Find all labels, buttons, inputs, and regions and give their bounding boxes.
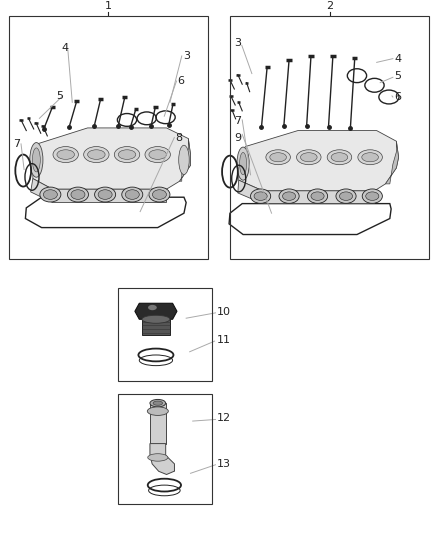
Ellipse shape (237, 147, 249, 180)
Text: 2: 2 (326, 1, 333, 11)
Ellipse shape (254, 192, 267, 200)
Ellipse shape (145, 147, 170, 163)
Ellipse shape (327, 150, 352, 165)
Text: 3: 3 (234, 38, 241, 47)
Ellipse shape (300, 152, 317, 162)
Polygon shape (150, 443, 174, 474)
Text: 10: 10 (217, 307, 231, 317)
Ellipse shape (266, 150, 290, 165)
Ellipse shape (366, 192, 379, 200)
Ellipse shape (149, 187, 170, 202)
Polygon shape (31, 179, 166, 203)
Text: 5: 5 (56, 91, 63, 101)
Bar (118, 394, 212, 504)
Ellipse shape (32, 148, 40, 172)
Polygon shape (33, 128, 191, 189)
Ellipse shape (153, 401, 162, 405)
Text: 4: 4 (61, 43, 68, 53)
Ellipse shape (297, 150, 321, 165)
Ellipse shape (95, 187, 116, 202)
Text: 13: 13 (217, 459, 231, 469)
Ellipse shape (114, 147, 140, 163)
Text: 1: 1 (105, 1, 112, 11)
Ellipse shape (88, 150, 105, 159)
Polygon shape (238, 180, 374, 204)
Ellipse shape (122, 187, 143, 202)
Polygon shape (239, 131, 399, 191)
Ellipse shape (125, 190, 139, 199)
Polygon shape (385, 141, 399, 184)
Text: 8: 8 (175, 133, 182, 142)
Polygon shape (135, 303, 177, 319)
Ellipse shape (40, 187, 61, 202)
Ellipse shape (336, 189, 356, 204)
Bar (150, 403, 166, 443)
Ellipse shape (362, 189, 382, 204)
Text: 7: 7 (13, 139, 20, 149)
Text: 11: 11 (217, 335, 231, 345)
Ellipse shape (251, 189, 271, 204)
Ellipse shape (270, 152, 286, 162)
Bar (230, 16, 429, 259)
Ellipse shape (339, 192, 353, 200)
Ellipse shape (57, 150, 74, 159)
Bar (142, 319, 170, 335)
Ellipse shape (71, 190, 85, 199)
Text: 7: 7 (234, 116, 241, 126)
Ellipse shape (358, 150, 382, 165)
Text: 5: 5 (394, 71, 401, 80)
Ellipse shape (311, 192, 324, 200)
Ellipse shape (307, 189, 328, 204)
Text: 9: 9 (234, 133, 241, 142)
Ellipse shape (84, 147, 109, 163)
Text: 6: 6 (177, 76, 184, 86)
Ellipse shape (67, 187, 88, 202)
Ellipse shape (43, 190, 57, 199)
Ellipse shape (362, 152, 378, 162)
Bar (9, 16, 208, 259)
Ellipse shape (152, 190, 166, 199)
Ellipse shape (283, 192, 296, 200)
Ellipse shape (142, 316, 170, 323)
Polygon shape (180, 139, 191, 181)
Ellipse shape (148, 305, 157, 310)
Ellipse shape (147, 407, 168, 415)
Ellipse shape (279, 189, 299, 204)
Text: 12: 12 (217, 414, 231, 423)
Ellipse shape (118, 150, 136, 159)
Ellipse shape (30, 143, 43, 177)
Bar (118, 288, 212, 381)
Ellipse shape (179, 145, 189, 175)
Text: 6: 6 (394, 92, 401, 102)
Text: 4: 4 (394, 54, 401, 63)
Ellipse shape (148, 454, 168, 461)
Ellipse shape (331, 152, 348, 162)
Ellipse shape (150, 399, 166, 407)
Ellipse shape (53, 147, 78, 163)
Ellipse shape (240, 152, 247, 175)
Text: 3: 3 (183, 51, 190, 61)
Ellipse shape (149, 150, 166, 159)
Ellipse shape (98, 190, 112, 199)
